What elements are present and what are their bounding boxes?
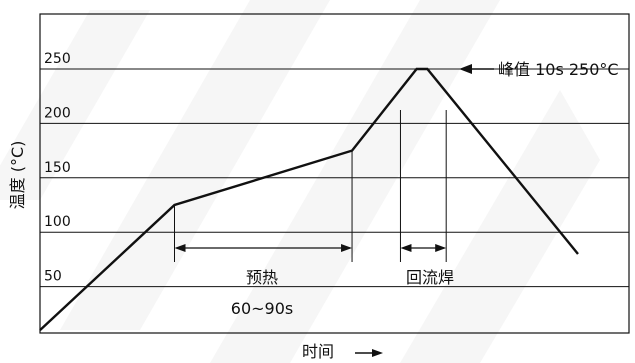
reflow-arrow-head-right bbox=[435, 244, 447, 252]
peak-label: 峰值 10s 250°C bbox=[498, 60, 619, 79]
dimension-arrows bbox=[174, 244, 447, 252]
watermark-band-3 bbox=[0, 10, 150, 200]
guide-lines bbox=[174, 110, 447, 262]
y-tick-label-250: 250 bbox=[44, 51, 71, 67]
peak-arrow-head bbox=[459, 64, 472, 74]
reflow-label: 回流焊 bbox=[406, 268, 454, 287]
x-axis-arrow bbox=[355, 349, 383, 357]
watermark bbox=[0, 0, 600, 363]
watermark-band-1 bbox=[210, 0, 500, 363]
preheat-time-label: 60~90s bbox=[231, 299, 293, 318]
y-tick-label-150: 150 bbox=[44, 160, 71, 176]
y-axis-title: 温度 (°C) bbox=[8, 141, 27, 210]
preheat-label: 预热 bbox=[246, 268, 278, 287]
reflow-arrow-head-left bbox=[400, 244, 412, 252]
peak-annotation: 峰值 10s 250°C bbox=[459, 60, 619, 79]
y-tick-labels: 50 100 150 200 250 bbox=[44, 51, 71, 285]
plot-frame bbox=[39, 13, 630, 334]
y-tick-label-200: 200 bbox=[44, 105, 71, 121]
watermark-band-2 bbox=[400, 90, 600, 363]
x-axis-arrow-head bbox=[372, 349, 383, 357]
y-tick-label-50: 50 bbox=[44, 269, 62, 285]
x-axis-title: 时间 bbox=[302, 342, 334, 361]
preheat-arrow-head-right bbox=[341, 244, 353, 252]
preheat-arrow-head-left bbox=[174, 244, 186, 252]
temperature-profile-line bbox=[39, 67, 579, 331]
y-tick-label-100: 100 bbox=[44, 214, 71, 230]
grid-lines bbox=[40, 68, 629, 288]
